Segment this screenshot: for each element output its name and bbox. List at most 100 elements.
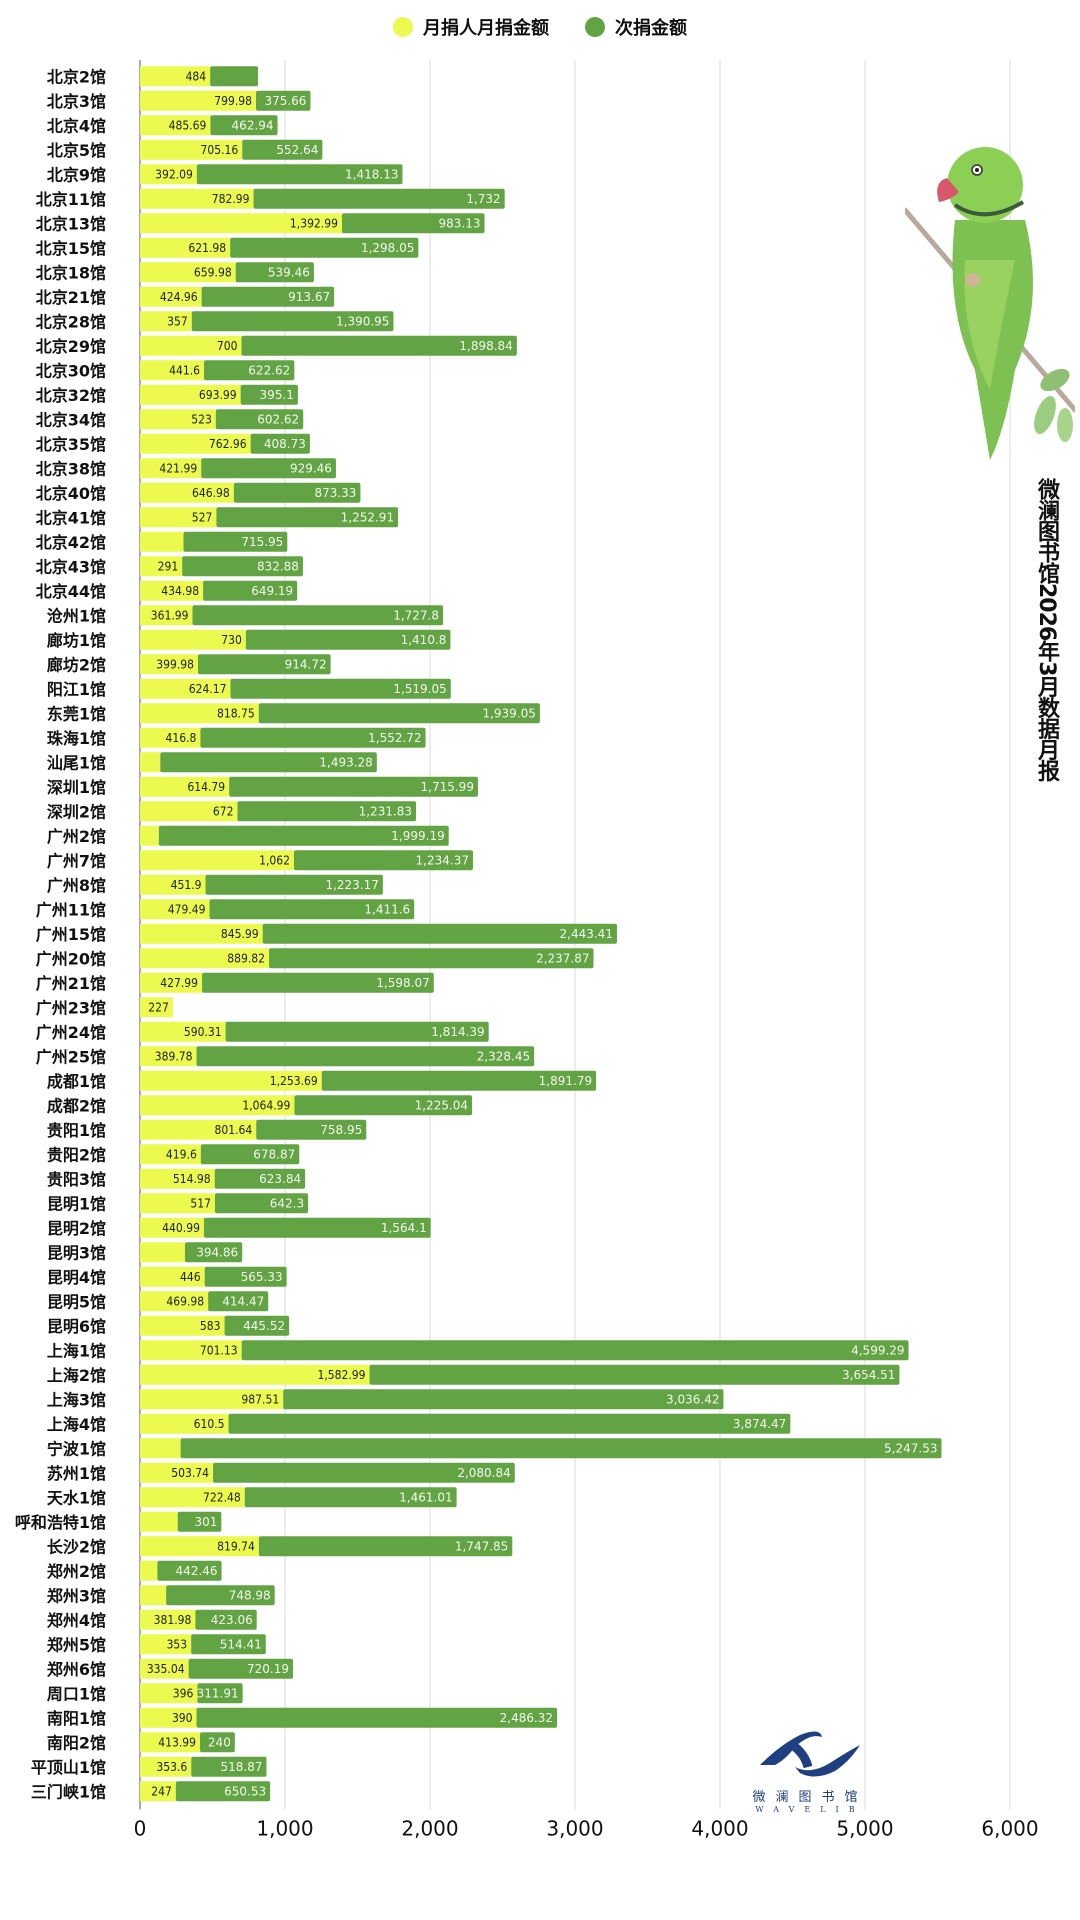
bar-monthly[interactable] (140, 1193, 215, 1214)
bar-monthly[interactable] (140, 433, 251, 454)
bar-single[interactable] (177, 1511, 222, 1532)
bar-monthly[interactable] (140, 825, 159, 846)
bar-single[interactable] (180, 1438, 942, 1459)
bar-single[interactable] (204, 1266, 287, 1287)
bar-single[interactable] (225, 1021, 489, 1042)
bar-monthly[interactable] (140, 531, 184, 552)
bar-single[interactable] (208, 1291, 269, 1312)
bar-single[interactable] (228, 1413, 791, 1434)
bar-monthly[interactable] (140, 1413, 229, 1434)
bar-single[interactable] (250, 433, 310, 454)
bar-monthly[interactable] (140, 605, 193, 626)
bar-monthly[interactable] (140, 139, 243, 160)
bar-monthly[interactable] (140, 874, 206, 895)
bar-monthly[interactable] (140, 1217, 204, 1238)
bar-single[interactable] (235, 262, 314, 283)
bar-monthly[interactable] (140, 1781, 176, 1802)
bar-single[interactable] (210, 115, 278, 136)
bar-monthly[interactable] (140, 1560, 158, 1581)
bar-monthly[interactable] (140, 237, 231, 258)
bar-single[interactable] (244, 1487, 457, 1508)
bar-monthly[interactable] (140, 90, 256, 111)
bar-monthly[interactable] (140, 1511, 178, 1532)
bar-single[interactable] (213, 1462, 515, 1483)
bar-single[interactable] (255, 90, 311, 111)
bar-single[interactable] (258, 1536, 513, 1557)
bar-monthly[interactable] (140, 1095, 295, 1116)
bar-single[interactable] (209, 899, 415, 920)
bar-monthly[interactable] (140, 1462, 214, 1483)
bar-monthly[interactable] (140, 409, 216, 430)
bar-monthly[interactable] (140, 1634, 192, 1655)
bar-single[interactable] (188, 1658, 294, 1679)
bar-monthly[interactable] (140, 164, 197, 185)
bar-monthly[interactable] (140, 482, 234, 503)
bar-single[interactable] (203, 1217, 431, 1238)
bar-single[interactable] (196, 1707, 558, 1728)
bar-single[interactable] (269, 948, 594, 969)
bar-single[interactable] (157, 1560, 222, 1581)
bar-single[interactable] (241, 1340, 909, 1361)
bar-monthly[interactable] (140, 678, 231, 699)
legend-item-monthly[interactable]: 月捐人月捐金额 (393, 14, 549, 40)
bar-monthly[interactable] (140, 1021, 226, 1042)
bar-single[interactable] (183, 531, 288, 552)
bar-single[interactable] (245, 629, 451, 650)
bar-single[interactable] (253, 188, 505, 209)
bar-monthly[interactable] (140, 1144, 201, 1165)
bar-single[interactable] (241, 335, 517, 356)
bar-monthly[interactable] (140, 752, 161, 773)
bar-single[interactable] (237, 801, 417, 822)
bar-monthly[interactable] (140, 1756, 192, 1777)
bar-single[interactable] (258, 703, 540, 724)
bar-monthly[interactable] (140, 1683, 198, 1704)
bar-single[interactable] (175, 1781, 271, 1802)
bar-single[interactable] (200, 727, 426, 748)
bar-monthly[interactable] (140, 335, 242, 356)
bar-monthly[interactable] (140, 850, 294, 871)
bar-single[interactable] (203, 580, 298, 601)
bar-monthly[interactable] (140, 1732, 201, 1753)
bar-single[interactable] (293, 850, 473, 871)
bar-monthly[interactable] (140, 1438, 181, 1459)
bar-single[interactable] (242, 139, 323, 160)
bar-monthly[interactable] (140, 1707, 197, 1728)
bar-monthly[interactable] (140, 629, 246, 650)
bar-monthly[interactable] (140, 507, 217, 528)
bar-monthly[interactable] (140, 311, 192, 332)
bar-single[interactable] (196, 164, 403, 185)
bar-single[interactable] (191, 311, 394, 332)
bar-single[interactable] (205, 874, 383, 895)
bar-single[interactable] (195, 1609, 257, 1630)
bar-monthly[interactable] (140, 213, 342, 234)
bar-single[interactable] (230, 237, 419, 258)
bar-monthly[interactable] (140, 727, 201, 748)
bar-single[interactable] (158, 825, 449, 846)
bar-monthly[interactable] (140, 1609, 196, 1630)
bar-monthly[interactable] (140, 801, 238, 822)
bar-single[interactable] (201, 458, 336, 479)
bar-monthly[interactable] (140, 972, 203, 993)
bar-monthly[interactable] (140, 262, 236, 283)
bar-monthly[interactable] (140, 923, 263, 944)
legend-item-single[interactable]: 次捐金额 (585, 14, 687, 40)
bar-monthly[interactable] (140, 360, 205, 381)
bar-monthly[interactable] (140, 776, 230, 797)
bar-single[interactable] (214, 1168, 306, 1189)
bar-single[interactable] (224, 1315, 290, 1336)
bar-single[interactable] (204, 360, 295, 381)
bar-single[interactable] (200, 1732, 235, 1753)
bar-single[interactable] (182, 556, 303, 577)
bar-single[interactable] (200, 1144, 300, 1165)
bar-monthly[interactable] (140, 66, 211, 87)
bar-monthly[interactable] (140, 1070, 322, 1091)
bar-monthly[interactable] (140, 1389, 284, 1410)
bar-monthly[interactable] (140, 654, 198, 675)
bar-monthly[interactable] (140, 703, 259, 724)
bar-single[interactable] (166, 1585, 275, 1606)
bar-monthly[interactable] (140, 1340, 242, 1361)
bar-single[interactable] (262, 923, 617, 944)
bar-monthly[interactable] (140, 1364, 370, 1385)
bar-single[interactable] (294, 1095, 473, 1116)
bar-single[interactable] (215, 409, 304, 430)
